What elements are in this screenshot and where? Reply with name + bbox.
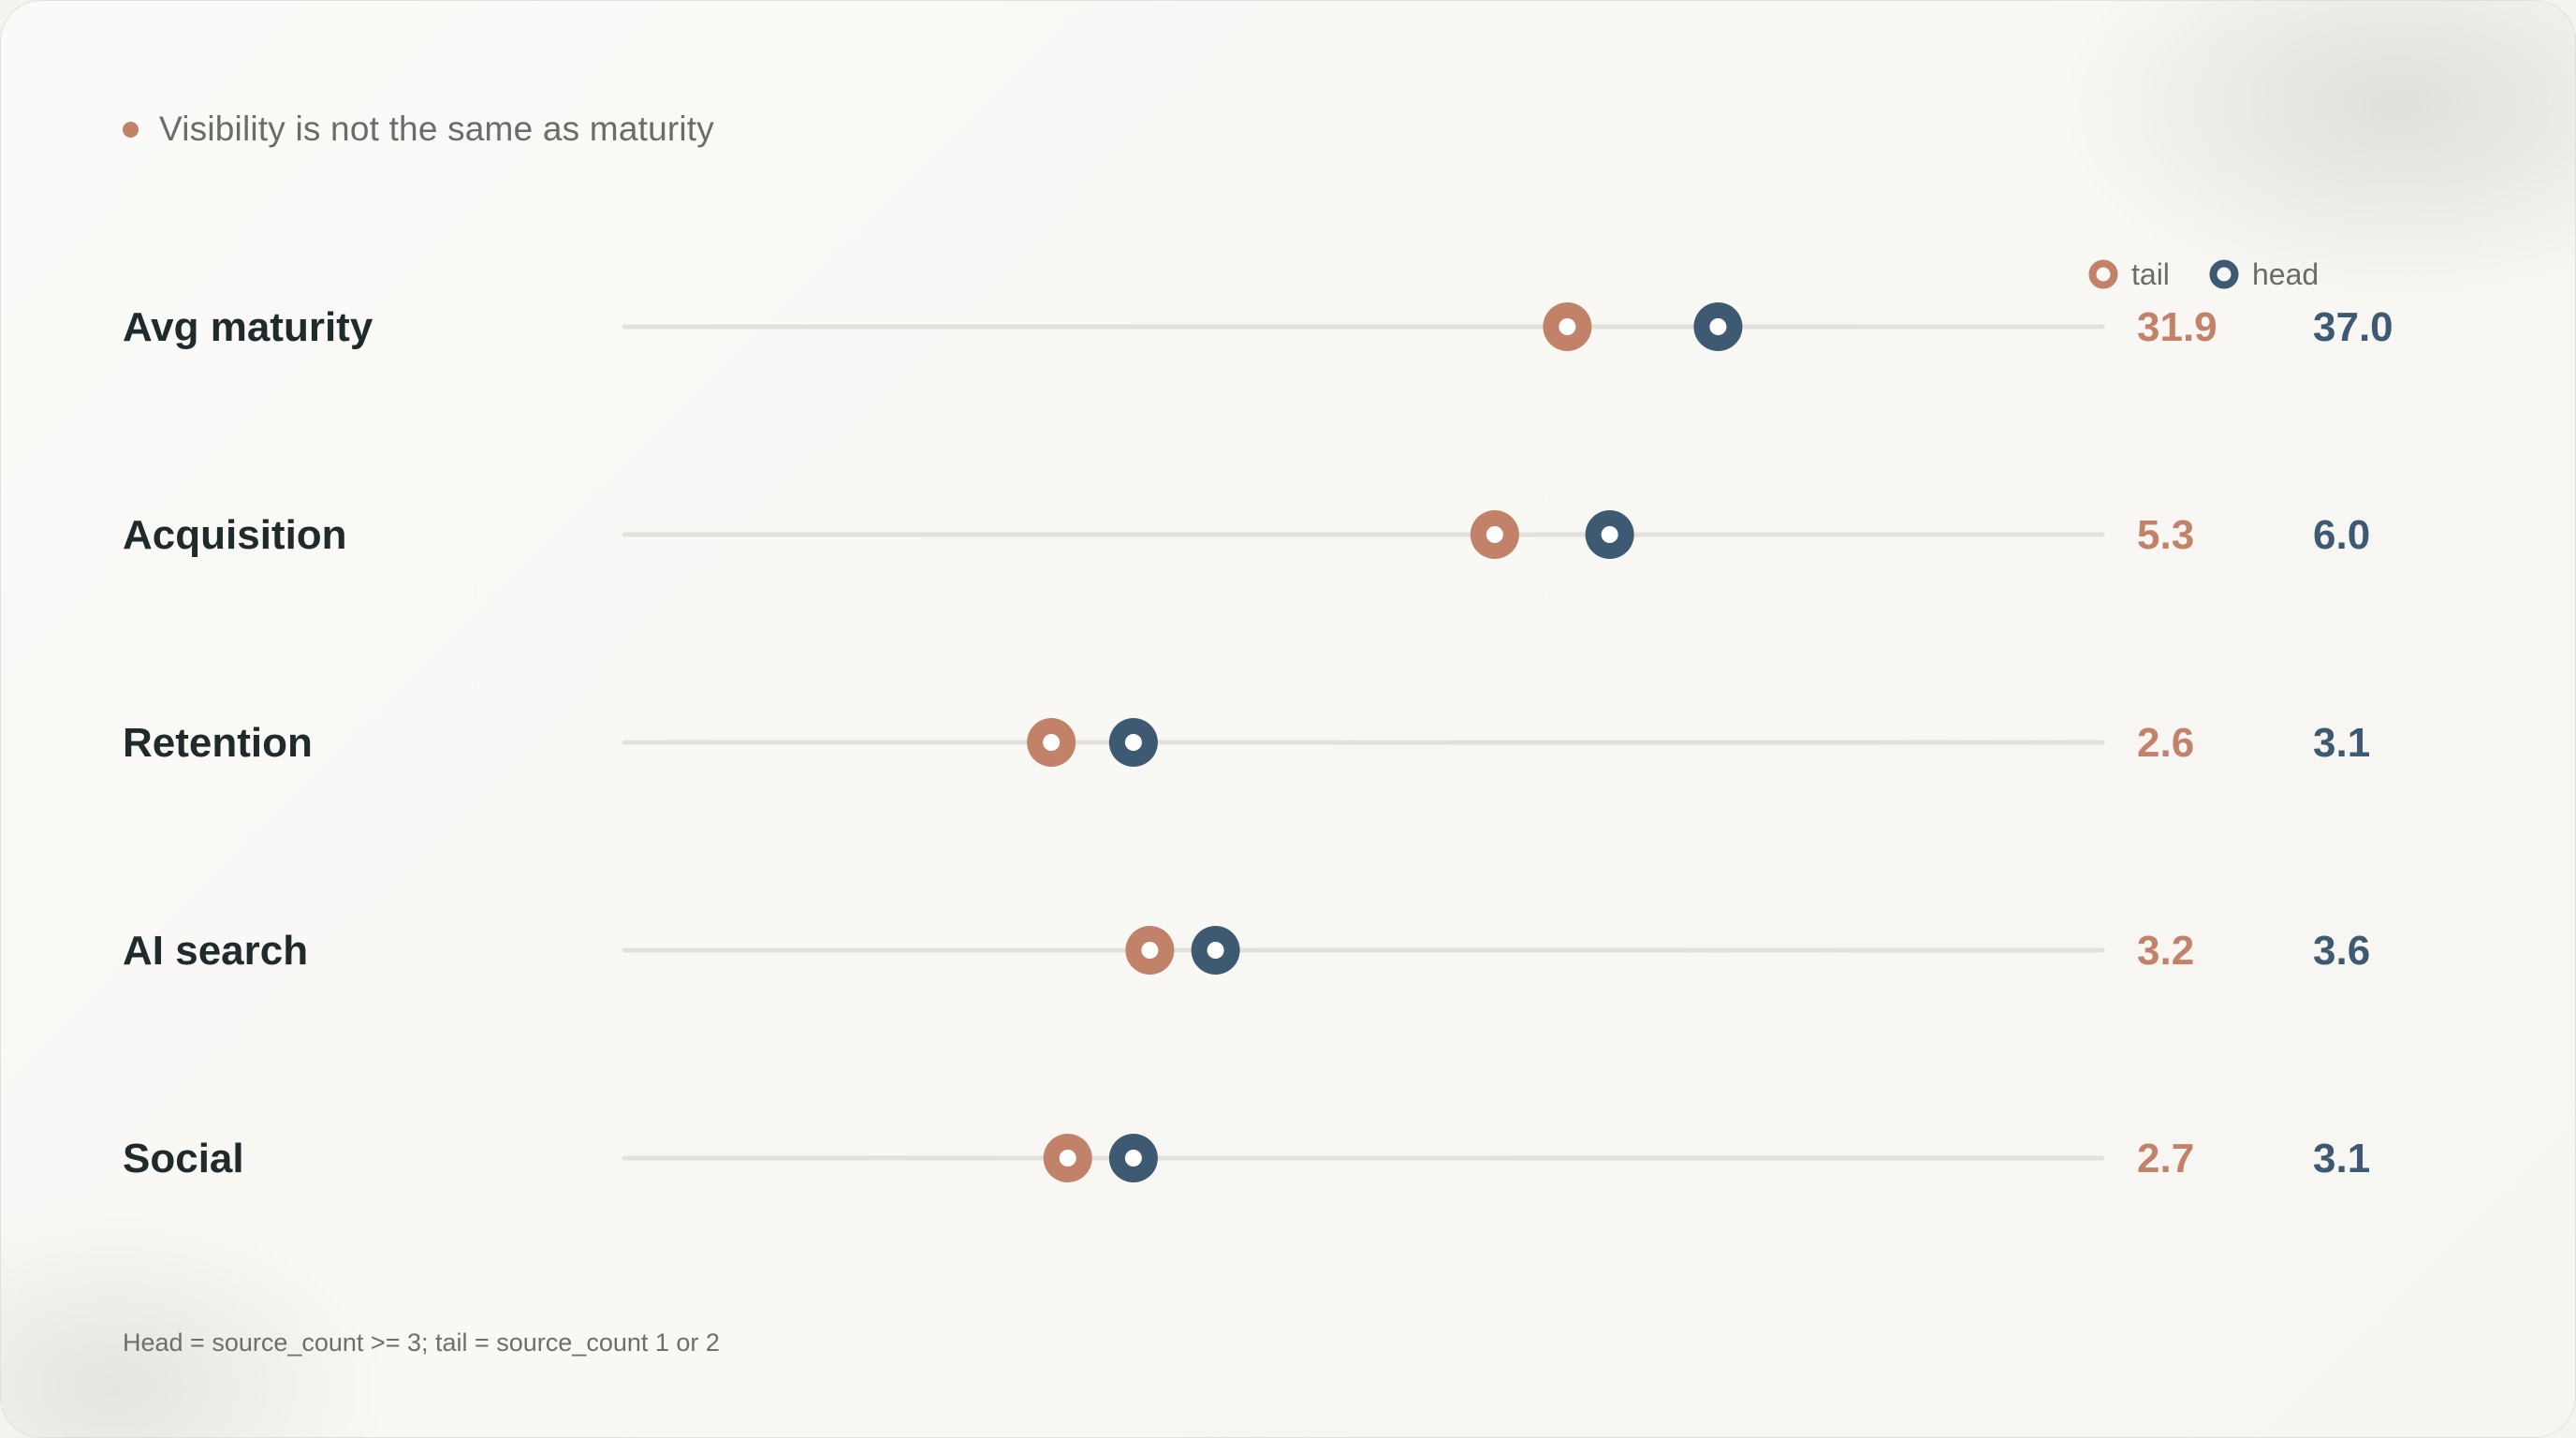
chart-title: Visibility is not the same as maturity (159, 110, 714, 148)
legend-tail-marker (2088, 259, 2118, 289)
legend-head-marker (2209, 259, 2239, 289)
head-value-acquisition: 6.0 (2313, 512, 2370, 558)
tail-point-center-ai-search (1141, 942, 1159, 959)
head-value-retention: 3.1 (2313, 720, 2370, 766)
chart-footnote: Head = source_count >= 3; tail = source_… (123, 1328, 720, 1357)
tail-value-ai-search: 3.2 (2137, 928, 2194, 974)
head-value-social: 3.1 (2313, 1136, 2370, 1181)
legend-head-label: head (2252, 257, 2319, 291)
row-label-retention: Retention (123, 720, 313, 766)
tail-value-avg-maturity: 31.9 (2137, 304, 2217, 350)
tail-value-acquisition: 5.3 (2137, 512, 2194, 558)
head-point-center-ai-search (1207, 942, 1224, 959)
row-label-acquisition: Acquisition (123, 512, 347, 558)
tail-point-center-acquisition (1486, 526, 1503, 543)
head-value-ai-search: 3.6 (2313, 928, 2370, 974)
head-value-avg-maturity: 37.0 (2313, 304, 2393, 350)
head-point-center-avg-maturity (1709, 318, 1727, 335)
tail-point-center-social (1059, 1150, 1076, 1167)
tail-point-center-avg-maturity (1559, 318, 1576, 335)
head-point-center-acquisition (1601, 526, 1618, 543)
head-point-center-social (1124, 1150, 1142, 1167)
tail-value-retention: 2.6 (2137, 720, 2194, 766)
legend-tail-label: tail (2131, 257, 2170, 291)
row-label-avg-maturity: Avg maturity (123, 304, 373, 350)
tail-value-social: 2.7 (2137, 1136, 2194, 1181)
tail-point-center-retention (1043, 734, 1061, 751)
row-label-ai-search: AI search (123, 928, 308, 974)
head-point-center-retention (1124, 734, 1142, 751)
row-label-social: Social (123, 1136, 244, 1181)
header-bullet-dot (123, 121, 139, 138)
chart-header: Visibility is not the same as maturity (123, 110, 714, 149)
